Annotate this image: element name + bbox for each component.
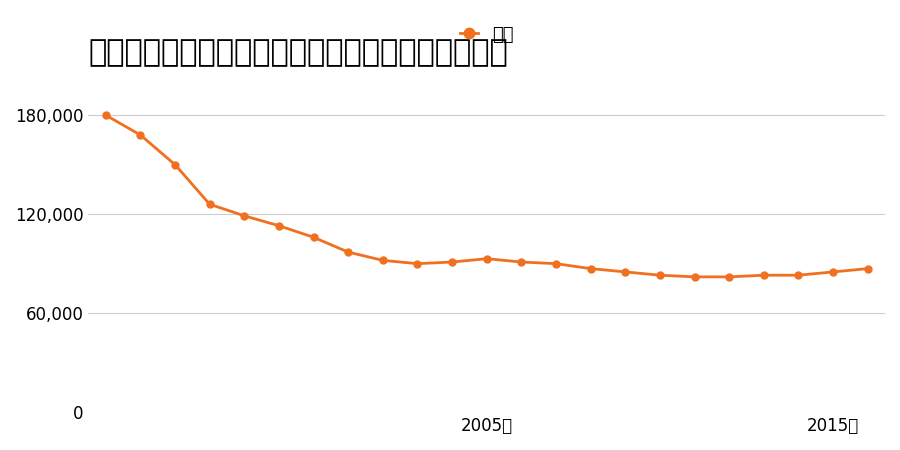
Legend: 価格: 価格 <box>453 18 521 51</box>
価格 <box>828 269 839 274</box>
価格 <box>620 269 631 274</box>
価格 <box>412 261 423 266</box>
価格 <box>516 259 526 265</box>
価格 <box>482 256 492 261</box>
価格 <box>135 132 146 138</box>
価格 <box>793 273 804 278</box>
価格 <box>724 274 734 279</box>
価格 <box>101 112 112 118</box>
価格 <box>343 249 354 255</box>
価格 <box>689 274 700 279</box>
価格 <box>170 162 181 167</box>
価格 <box>862 266 873 271</box>
価格 <box>274 223 284 229</box>
価格 <box>654 273 665 278</box>
価格 <box>585 266 596 271</box>
価格 <box>204 202 215 207</box>
価格 <box>377 258 388 263</box>
Line: 価格: 価格 <box>103 112 871 280</box>
価格 <box>238 213 249 219</box>
Text: 埼玉県草加市青柳１丁目４６５４番７外の地価推移: 埼玉県草加市青柳１丁目４６５４番７外の地価推移 <box>88 38 508 68</box>
価格 <box>551 261 562 266</box>
価格 <box>759 273 769 278</box>
価格 <box>308 234 319 240</box>
価格 <box>446 259 457 265</box>
